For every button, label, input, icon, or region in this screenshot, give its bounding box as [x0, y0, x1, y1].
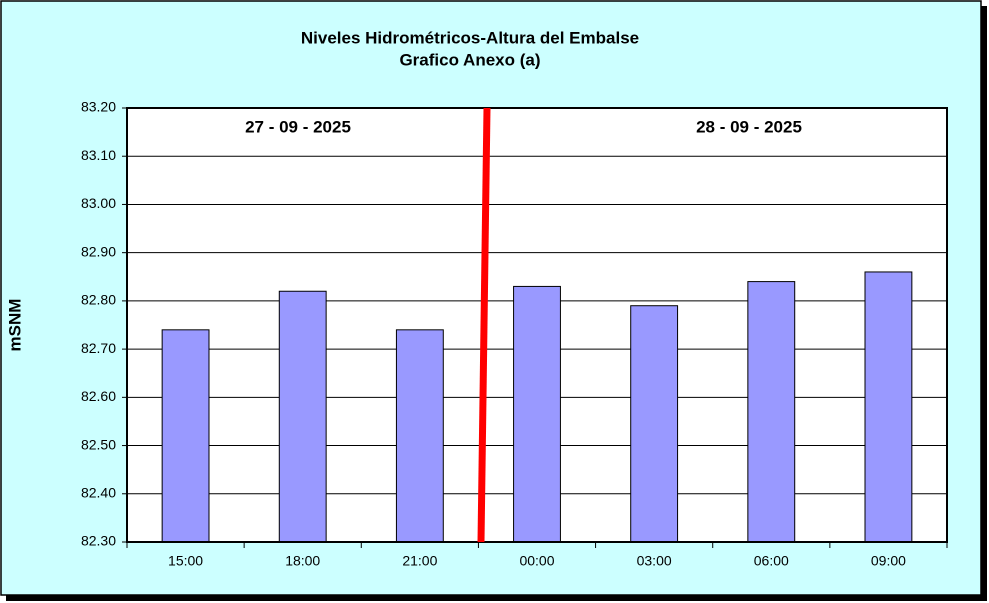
annotation: 28 - 09 - 2025 — [696, 117, 802, 136]
x-tick-label: 00:00 — [519, 553, 554, 569]
bar — [278, 290, 327, 543]
chart-subtitle: Grafico Anexo (a) — [399, 50, 540, 69]
y-tick-label: 83.00 — [81, 195, 116, 211]
y-axis-label: mSNM — [5, 299, 24, 352]
chart-title: Niveles Hidrométricos-Altura del Embalse — [301, 28, 639, 47]
plot-border — [126, 107, 948, 543]
day-separator — [477, 107, 491, 543]
y-tick-label: 82.40 — [81, 484, 116, 500]
bar — [161, 329, 210, 543]
y-tick-label: 82.70 — [81, 340, 116, 356]
x-tick-label: 09:00 — [871, 553, 906, 569]
x-tick-label: 03:00 — [637, 553, 672, 569]
y-tick-label: 82.60 — [81, 388, 116, 404]
x-tick-label: 18:00 — [285, 553, 320, 569]
y-tick-label: 83.10 — [81, 147, 116, 163]
x-tick-label: 06:00 — [754, 553, 789, 569]
y-tick-label: 82.50 — [81, 436, 116, 452]
bar — [864, 271, 913, 543]
y-tick-label: 82.30 — [81, 533, 116, 549]
bar — [630, 305, 679, 543]
x-tick-label: 21:00 — [402, 553, 437, 569]
bar — [513, 285, 561, 543]
bar — [395, 329, 444, 543]
x-tick-label: 15:00 — [168, 553, 203, 569]
annotation: 27 - 09 - 2025 — [245, 117, 351, 136]
y-tick-label: 82.90 — [81, 243, 116, 259]
y-tick-label: 82.80 — [81, 292, 116, 308]
y-tick-label: 83.20 — [81, 99, 116, 115]
bars — [161, 271, 913, 543]
bar — [747, 281, 796, 543]
